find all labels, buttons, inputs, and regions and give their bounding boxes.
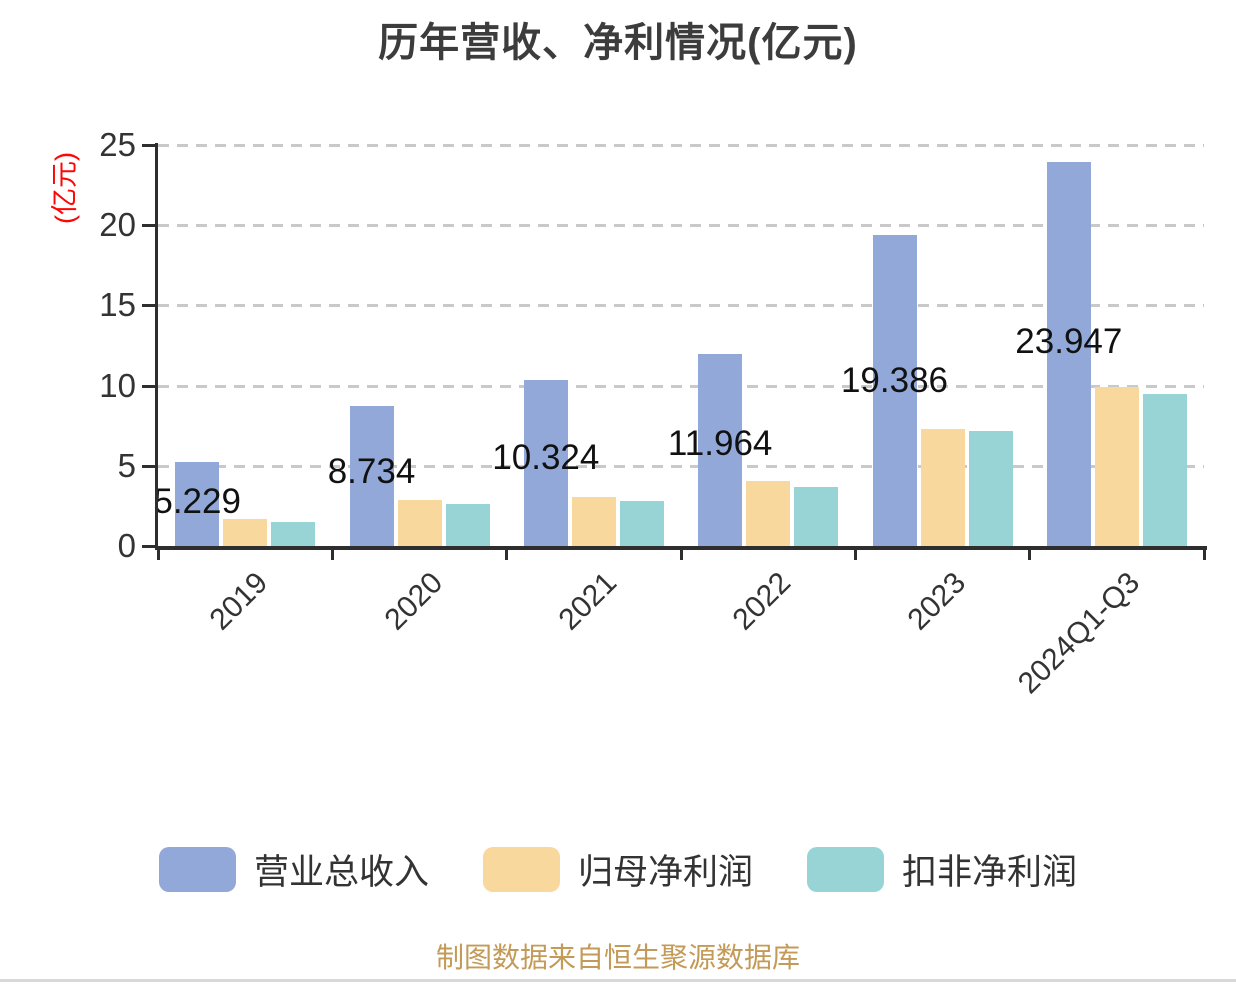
- bar-营业总收入-2024Q1-Q3[interactable]: [1046, 161, 1091, 546]
- bar-营业总收入-2020[interactable]: [349, 405, 394, 546]
- bar-营业总收入-2023[interactable]: [872, 235, 917, 546]
- y-tick-label: 25: [99, 126, 136, 163]
- bar-扣非净利润-2024Q1-Q3[interactable]: [1142, 393, 1187, 546]
- x-axis-tick: [853, 546, 857, 560]
- legend-swatch-icon: [482, 846, 560, 892]
- x-axis-line: [155, 546, 1207, 550]
- y-axis-tick: [142, 144, 158, 147]
- x-axis-label-2024Q1-Q3: 2024Q1-Q3: [1011, 566, 1147, 701]
- gridline: [158, 304, 1204, 308]
- legend-item-归母净利润[interactable]: 归母净利润: [482, 844, 753, 895]
- bar-归母净利润-2024Q1-Q3[interactable]: [1094, 387, 1139, 546]
- legend-item-营业总收入[interactable]: 营业总收入: [158, 844, 429, 895]
- legend-item-扣非净利润[interactable]: 扣非净利润: [807, 844, 1077, 895]
- y-axis-tick: [142, 224, 158, 228]
- value-label: 10.324: [492, 438, 600, 478]
- x-axis-tick: [679, 546, 683, 560]
- value-label: 11.964: [667, 424, 773, 464]
- y-axis-line: [155, 143, 158, 550]
- x-axis-tick: [330, 546, 334, 560]
- x-axis-label-2023: 2023: [901, 566, 972, 637]
- value-label: 5.229: [153, 481, 241, 521]
- legend-swatch-icon: [158, 846, 236, 892]
- bar-归母净利润-2020[interactable]: [397, 500, 442, 546]
- bar-扣非净利润-2020[interactable]: [445, 504, 490, 546]
- bar-扣非净利润-2023[interactable]: [968, 431, 1013, 546]
- bar-归母净利润-2021[interactable]: [571, 497, 616, 546]
- x-axis-tick: [1202, 546, 1206, 560]
- gridline: [158, 464, 1204, 468]
- bar-营业总收入-2021[interactable]: [523, 380, 568, 546]
- gridline: [158, 144, 1204, 147]
- y-axis-tick: [142, 304, 158, 308]
- x-axis-tick: [156, 546, 160, 560]
- legend: 营业总收入 归母净利润 扣非净利润: [0, 846, 1236, 892]
- x-axis-label-2021: 2021: [552, 566, 624, 637]
- legend-label: 归母净利润: [577, 852, 753, 892]
- bar-营业总收入-2019[interactable]: [175, 462, 220, 546]
- y-axis-tick: [142, 384, 158, 388]
- legend-swatch-icon: [807, 846, 884, 892]
- legend-label: 营业总收入: [253, 852, 429, 892]
- y-tick-label: 15: [99, 286, 136, 324]
- y-tick-label: 10: [99, 366, 136, 404]
- bar-扣非净利润-2022[interactable]: [794, 487, 839, 546]
- bottom-divider: [0, 979, 1236, 982]
- bar-归母净利润-2022[interactable]: [746, 481, 791, 546]
- legend-label: 扣非净利润: [902, 852, 1078, 892]
- value-label: 19.386: [840, 361, 949, 401]
- gridline: [158, 384, 1204, 388]
- y-axis-tick: [142, 545, 158, 548]
- y-tick-label: 5: [117, 446, 136, 484]
- x-axis-tick: [1028, 546, 1032, 560]
- data-source-note: 制图数据来自恒生聚源数据库: [435, 942, 800, 973]
- x-axis-label-2019: 2019: [203, 566, 275, 637]
- bar-归母净利润-2019[interactable]: [223, 518, 268, 546]
- y-tick-label: 0: [117, 527, 136, 564]
- value-label: 8.734: [327, 451, 416, 491]
- y-tick-label: 20: [99, 206, 136, 244]
- bar-归母净利润-2023[interactable]: [920, 428, 965, 546]
- chart-title: 历年营收、净利情况(亿元): [378, 21, 858, 65]
- y-axis-tick: [142, 464, 158, 468]
- bar-营业总收入-2022[interactable]: [698, 354, 743, 546]
- x-axis-label-2020: 2020: [378, 566, 449, 637]
- gridline: [158, 224, 1204, 228]
- bar-扣非净利润-2019[interactable]: [271, 521, 316, 546]
- x-axis-tick: [505, 546, 509, 560]
- bar-扣非净利润-2021[interactable]: [619, 501, 664, 546]
- x-axis-label-2022: 2022: [726, 566, 798, 637]
- value-label: 23.947: [1015, 322, 1123, 362]
